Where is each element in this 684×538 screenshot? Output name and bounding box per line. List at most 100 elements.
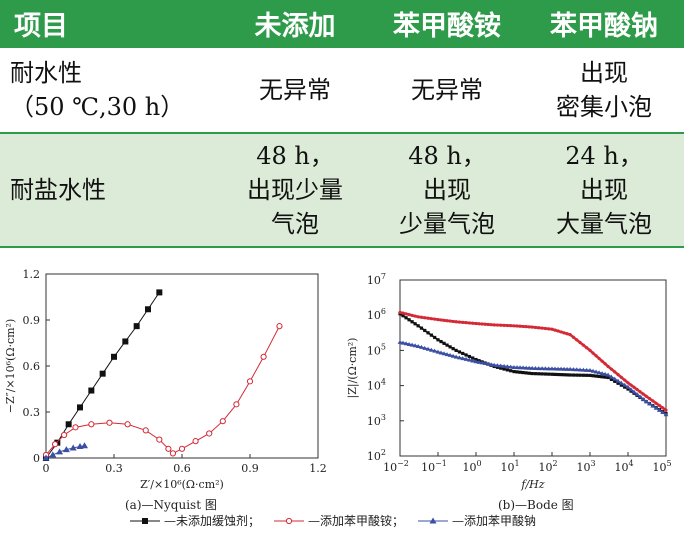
x-axis-label: Z′/×10⁶(Ω·cm²) xyxy=(140,478,224,491)
data-point xyxy=(415,343,421,348)
data-point xyxy=(505,323,509,328)
data-point xyxy=(623,378,627,382)
data-point xyxy=(564,366,570,371)
data-point xyxy=(488,362,494,367)
data-point xyxy=(439,339,443,344)
data-point xyxy=(556,329,560,333)
data-point xyxy=(410,320,414,324)
data-point xyxy=(578,373,582,377)
table-divider xyxy=(0,246,684,248)
cell-line: 48 h， xyxy=(408,142,486,170)
data-point xyxy=(479,360,485,365)
data-point xyxy=(660,410,666,415)
y-tick-label: 1.2 xyxy=(23,268,41,281)
data-point xyxy=(559,330,563,334)
data-point xyxy=(571,335,576,339)
data-point xyxy=(451,347,455,351)
series xyxy=(42,442,89,461)
data-point xyxy=(559,373,563,377)
data-point xyxy=(451,319,455,324)
y-tick-label: 106 xyxy=(367,307,386,322)
data-point xyxy=(631,389,637,394)
x-tick-label: 102 xyxy=(538,459,557,474)
table-cell: 48 h， 出现少量 气泡 xyxy=(220,134,370,246)
data-point xyxy=(619,383,623,387)
y-tick-label: 0.3 xyxy=(23,406,41,419)
row-label-line: （50 ℃,30 h） xyxy=(10,93,185,121)
data-point xyxy=(72,424,79,431)
data-point xyxy=(547,327,551,331)
data-point xyxy=(502,323,506,327)
data-point xyxy=(425,346,431,351)
data-point xyxy=(122,338,129,345)
data-point xyxy=(609,367,614,371)
legend-marker xyxy=(142,517,148,524)
data-point xyxy=(499,323,503,327)
data-point xyxy=(613,379,617,383)
data-point xyxy=(406,341,412,346)
data-point xyxy=(401,311,405,315)
cell-line: 少量气泡 xyxy=(399,210,495,238)
y-tick-label: 104 xyxy=(367,378,386,393)
data-point xyxy=(515,324,519,328)
data-point xyxy=(588,348,592,352)
data-point xyxy=(651,399,655,403)
data-point xyxy=(457,350,462,354)
data-point xyxy=(461,320,465,324)
data-point xyxy=(466,357,472,362)
data-point xyxy=(514,365,520,370)
data-point xyxy=(442,341,446,345)
data-point xyxy=(65,421,72,428)
data-point xyxy=(536,366,542,371)
data-point xyxy=(584,367,590,372)
data-point xyxy=(603,362,607,366)
data-point xyxy=(518,324,522,328)
data-point xyxy=(61,431,68,439)
data-point xyxy=(156,289,163,296)
data-point xyxy=(588,373,592,377)
data-point xyxy=(597,374,601,379)
data-point xyxy=(561,366,567,371)
data-point xyxy=(515,370,519,374)
data-point xyxy=(467,321,471,325)
data-point xyxy=(470,358,476,363)
data-point xyxy=(88,421,95,428)
data-point xyxy=(543,326,547,331)
data-point xyxy=(463,356,469,361)
data-point xyxy=(457,355,462,360)
data-point xyxy=(403,341,409,346)
data-point xyxy=(69,444,77,451)
data-point xyxy=(637,394,643,399)
header-item: 项目 xyxy=(14,10,68,42)
data-point xyxy=(556,372,560,377)
data-point xyxy=(447,352,453,357)
square-marker-icon xyxy=(130,517,160,524)
bode-caption: (b)—Bode 图 xyxy=(498,498,574,512)
data-point xyxy=(509,369,513,373)
table-divider xyxy=(0,132,684,134)
table-cell: 无异常 xyxy=(370,48,524,132)
data-point xyxy=(56,448,64,455)
cell-line: 48 h， xyxy=(256,142,334,170)
data-point xyxy=(145,306,151,313)
data-point xyxy=(407,313,411,317)
data-point xyxy=(565,373,569,377)
bode-chart: 10−2 10−1 100 101 102 103 104 10510210310410510… xyxy=(346,272,672,491)
y-tick-label: 103 xyxy=(367,413,386,428)
data-point xyxy=(558,366,564,371)
x-tick-label: 103 xyxy=(576,459,595,474)
nyquist-chart: 0 0.3 0.6 0.9 1.2 0 0.3 0.6 0.9 1.2 Z′/×10⁶(Ω·cm²)… xyxy=(4,268,327,491)
series-line xyxy=(45,325,280,456)
data-point xyxy=(504,364,510,369)
series xyxy=(397,339,669,417)
data-point xyxy=(77,404,83,411)
data-point xyxy=(410,313,414,317)
data-point xyxy=(413,314,417,318)
data-point xyxy=(416,315,420,319)
data-point xyxy=(552,366,558,371)
data-point xyxy=(599,371,605,376)
data-point xyxy=(540,326,544,330)
table-row-salt-water-resistance: 耐盐水性 48 h， 出现少量 气泡 48 h， 出现 少量气泡 24 h， 出… xyxy=(0,134,684,246)
data-point xyxy=(142,427,149,434)
data-point xyxy=(571,367,576,372)
